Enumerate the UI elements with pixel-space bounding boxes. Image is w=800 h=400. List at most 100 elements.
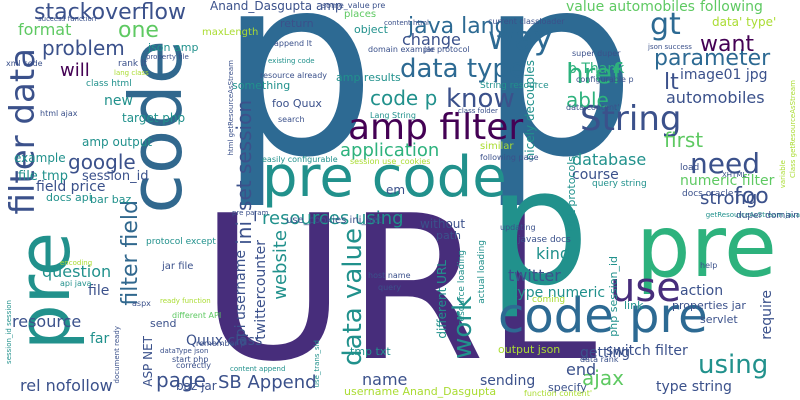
cloud-word: website bbox=[270, 230, 291, 300]
cloud-word: stackoverflow bbox=[34, 0, 186, 25]
cloud-word: data rank bbox=[580, 355, 619, 364]
cloud-word: similar bbox=[480, 141, 514, 152]
cloud-word: getting bbox=[580, 345, 631, 361]
cloud-word: pre bbox=[2, 232, 86, 351]
cloud-word: example bbox=[14, 151, 66, 165]
cloud-word: object bbox=[354, 23, 388, 36]
cloud-word: type numeric bbox=[512, 285, 606, 301]
cloud-word: rel nofollow bbox=[20, 376, 113, 395]
cloud-word: html ajax bbox=[40, 109, 78, 118]
cloud-word: String bbox=[580, 99, 682, 139]
cloud-word: class folder bbox=[458, 107, 498, 115]
cloud-word: api java bbox=[60, 279, 92, 288]
cloud-word: will bbox=[60, 60, 90, 81]
cloud-word: query string bbox=[592, 179, 647, 189]
cloud-word: duper domain bbox=[736, 211, 799, 221]
cloud-word: java lang bbox=[408, 14, 509, 39]
cloud-word: success function bbox=[38, 15, 97, 23]
cloud-word: require bbox=[759, 290, 775, 340]
cloud-word: append lt bbox=[274, 39, 313, 48]
cloud-word: start php bbox=[172, 355, 209, 364]
cloud-word: content append bbox=[230, 365, 286, 373]
cloud-word: p Thank bbox=[568, 61, 625, 77]
cloud-word: filter field bbox=[118, 200, 143, 306]
cloud-word: send bbox=[150, 317, 177, 330]
cloud-word: baz jar bbox=[176, 379, 217, 393]
cloud-word: p bbox=[478, 0, 637, 212]
cloud-word: image01 jpg bbox=[680, 67, 768, 83]
cloud-word: variable bbox=[779, 160, 787, 189]
cloud-word: return bbox=[280, 17, 314, 30]
cloud-word: format bbox=[18, 20, 72, 39]
cloud-word: username Anand_Dasgupta bbox=[344, 385, 497, 398]
cloud-word: places bbox=[344, 9, 377, 20]
cloud-word: amp results bbox=[336, 71, 401, 84]
cloud-word: remember p bbox=[196, 339, 246, 348]
cloud-word: foo bbox=[734, 184, 769, 209]
cloud-word: want bbox=[700, 32, 755, 57]
cloud-word: data content' bbox=[566, 103, 620, 112]
cloud-word: servlet bbox=[700, 313, 738, 326]
cloud-word: target php bbox=[122, 111, 186, 125]
cloud-word: parameter bbox=[654, 46, 771, 71]
cloud-word: value automobiles bbox=[566, 0, 695, 15]
cloud-word: super duper bbox=[572, 49, 621, 58]
cloud-word: easily configurable bbox=[262, 155, 338, 164]
cloud-word: name bbox=[362, 370, 408, 389]
cloud-word: twitter bbox=[508, 266, 561, 285]
cloud-word: json success bbox=[648, 43, 692, 51]
cloud-word: docs api bbox=[46, 191, 92, 204]
cloud-word: file tmp bbox=[18, 169, 68, 184]
cloud-word: type string bbox=[656, 379, 732, 395]
cloud-word: Quux class bbox=[186, 333, 263, 349]
cloud-word: encoding bbox=[60, 259, 93, 267]
cloud-word: p bbox=[218, 0, 377, 212]
cloud-word: class html bbox=[86, 79, 132, 89]
cloud-word: first bbox=[664, 128, 704, 152]
cloud-word: lang class bbox=[114, 69, 149, 77]
cloud-word: link bbox=[624, 299, 644, 312]
cloud-word: ini_set session bbox=[232, 100, 256, 245]
cloud-word: some_value pre bbox=[322, 1, 386, 10]
cloud-word: using bbox=[698, 350, 769, 380]
cloud-word: foo Quux bbox=[272, 97, 322, 110]
cloud-word: jar protocol bbox=[424, 45, 470, 54]
cloud-word: page bbox=[156, 368, 206, 392]
cloud-word: property file bbox=[146, 53, 189, 61]
cloud-word: different API bbox=[172, 311, 222, 320]
cloud-word: course bbox=[572, 167, 619, 183]
cloud-word: code pre bbox=[498, 288, 708, 344]
cloud-word: aspx bbox=[132, 299, 151, 308]
cloud-word: dataType json bbox=[160, 347, 209, 355]
cloud-word: action bbox=[680, 283, 724, 299]
cloud-word: function content' bbox=[524, 389, 593, 398]
cloud-word: know bbox=[446, 84, 515, 114]
cloud-word: path bbox=[436, 229, 462, 242]
cloud-word: way bbox=[488, 19, 553, 57]
cloud-word: help bbox=[700, 261, 718, 270]
cloud-word: content html bbox=[384, 19, 429, 27]
cloud-word: use_trans_sid bbox=[313, 340, 321, 388]
cloud-word: javase docs bbox=[518, 235, 571, 245]
cloud-word: new bbox=[104, 93, 133, 109]
cloud-word: xml code bbox=[6, 59, 43, 68]
cloud-word: api username bbox=[233, 250, 249, 346]
cloud-word: Lang String bbox=[370, 111, 416, 120]
cloud-word: Class getResourceAsStream bbox=[789, 80, 797, 178]
cloud-word: data type bbox=[400, 54, 525, 84]
cloud-word: URL bbox=[200, 173, 597, 400]
cloud-word: SB Append bbox=[218, 372, 317, 393]
cloud-word: nicely decouples bbox=[523, 60, 537, 161]
cloud-word: ready function bbox=[160, 297, 211, 305]
cloud-word: docs oracle bbox=[682, 189, 734, 199]
cloud-word: query bbox=[378, 283, 402, 292]
cloud-word: em bbox=[386, 183, 406, 197]
cloud-word: following bbox=[700, 0, 763, 15]
cloud-word: one bbox=[118, 18, 159, 43]
cloud-word: data' type' bbox=[712, 15, 777, 29]
cloud-word: updating bbox=[500, 223, 536, 232]
cloud-word: amp output bbox=[82, 135, 153, 149]
cloud-word: jar file bbox=[162, 261, 194, 272]
cloud-word: correctly bbox=[176, 361, 211, 370]
